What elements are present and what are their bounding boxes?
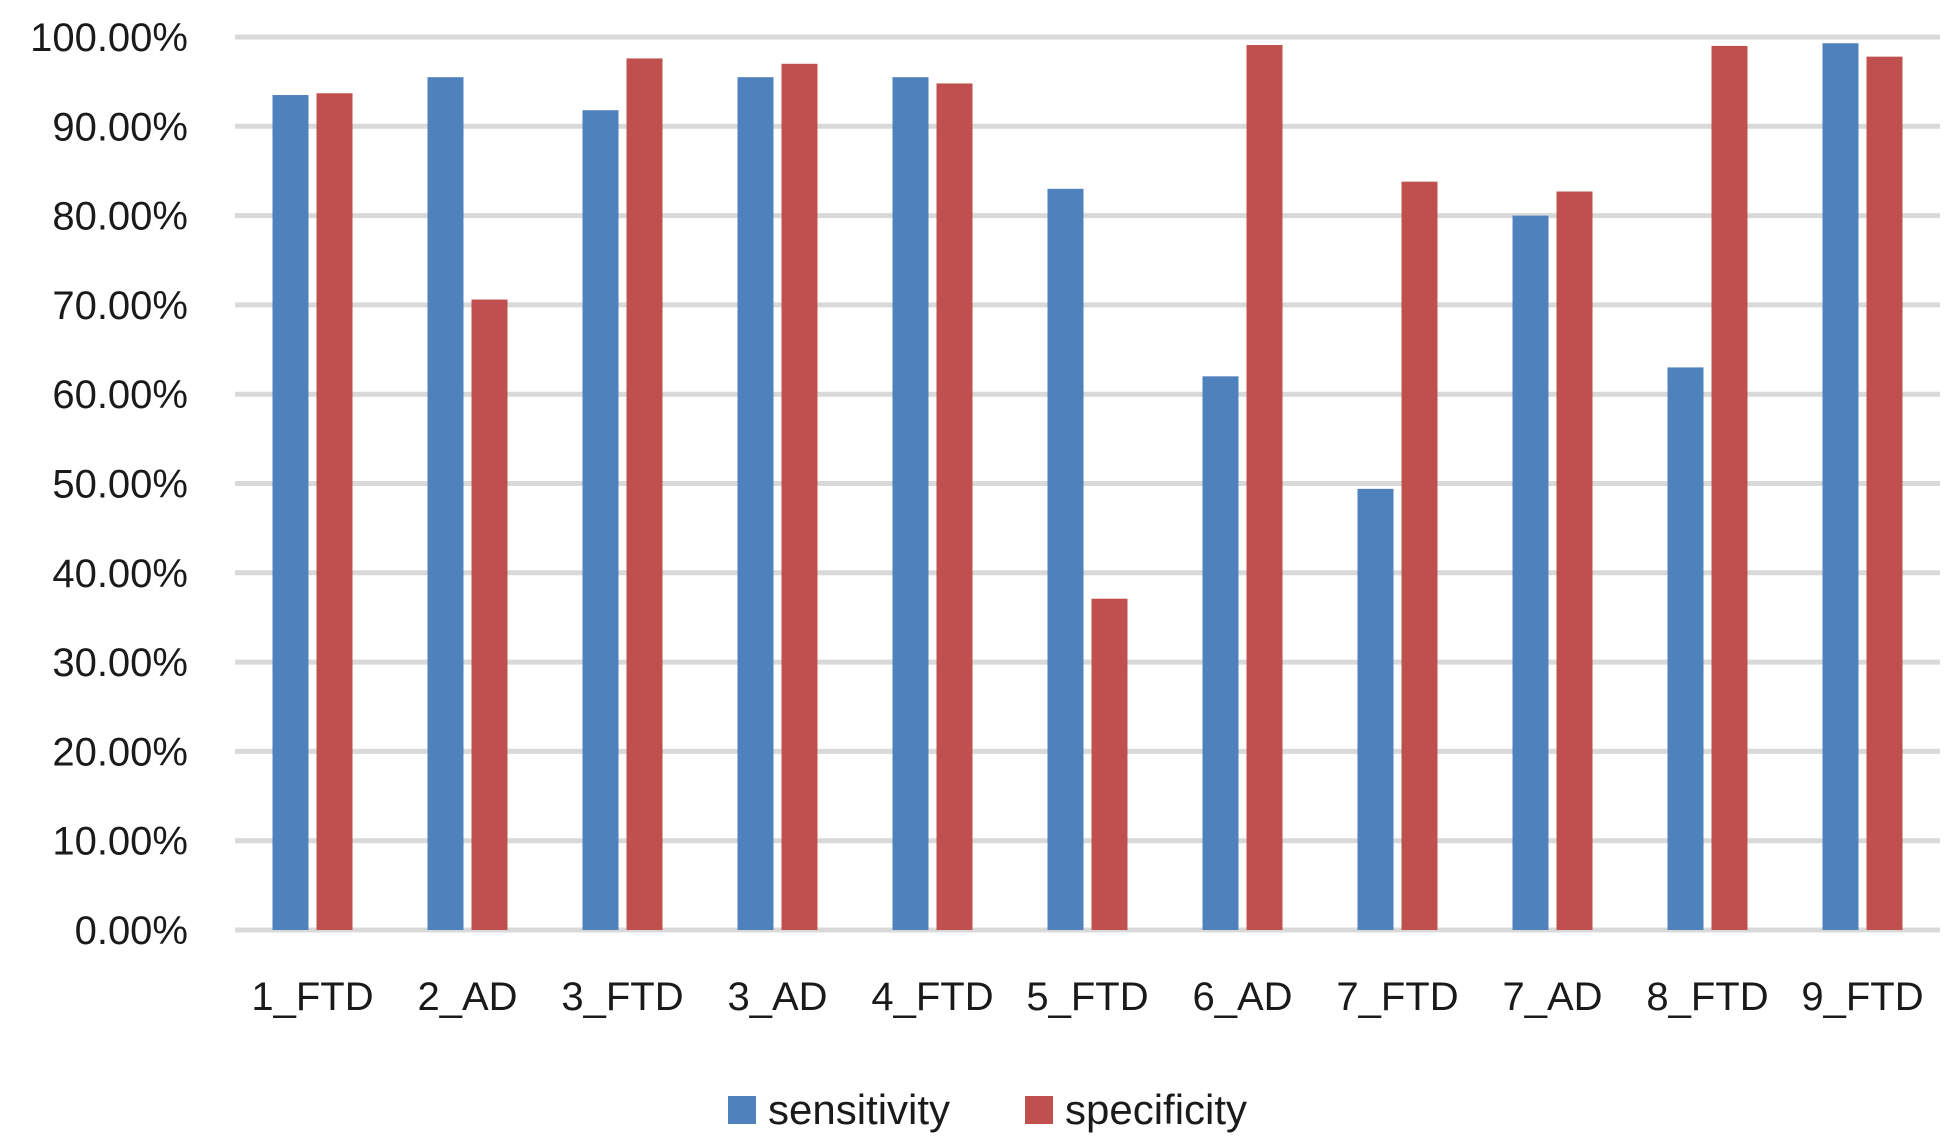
bar-specificity-9_FTD: [1866, 56, 1903, 931]
y-tick-label: 40.00%: [52, 552, 188, 596]
x-tick-label: 5_FTD: [1026, 975, 1148, 1019]
x-tick-label: 4_FTD: [871, 975, 993, 1019]
gridlines: [235, 34, 1940, 933]
legend-label-sensitivity: sensitivity: [768, 1086, 950, 1133]
bars: [272, 43, 1903, 931]
y-axis-tick-labels: 0.00% 10.00% 20.00% 30.00% 40.00% 50.00% 60.00…: [30, 16, 188, 953]
bar-sensitivity-6_AD: [1202, 376, 1239, 931]
bar-specificity-8_FTD: [1711, 45, 1748, 931]
bar-sensitivity-4_FTD: [892, 77, 929, 930]
bar-specificity-5_FTD: [1091, 598, 1128, 930]
bar-sensitivity-2_AD: [427, 77, 464, 930]
bar-specificity-7_AD: [1556, 191, 1593, 930]
bar-sensitivity-5_FTD: [1047, 188, 1084, 930]
bar-sensitivity-7_FTD: [1357, 488, 1394, 930]
legend-label-specificity: specificity: [1065, 1086, 1247, 1133]
y-tick-label: 60.00%: [52, 373, 188, 417]
legend-swatch-specificity: [1025, 1096, 1053, 1124]
x-tick-label: 3_FTD: [561, 975, 683, 1019]
x-tick-label: 8_FTD: [1646, 975, 1768, 1019]
x-tick-label: 3_AD: [727, 975, 827, 1019]
y-tick-label: 100.00%: [30, 16, 188, 60]
x-tick-label: 6_AD: [1192, 975, 1292, 1019]
y-tick-label: 90.00%: [52, 105, 188, 149]
x-axis-tick-labels: 1_FTD 2_AD 3_FTD 3_AD 4_FTD 5_FTD 6_AD 7_FTD 7_A…: [251, 975, 1923, 1019]
x-tick-label: 1_FTD: [251, 975, 373, 1019]
y-tick-label: 20.00%: [52, 730, 188, 774]
bar-sensitivity-7_AD: [1512, 215, 1549, 931]
bar-specificity-3_FTD: [626, 58, 663, 930]
y-tick-label: 80.00%: [52, 195, 188, 239]
bar-specificity-7_FTD: [1401, 181, 1438, 930]
bar-sensitivity-9_FTD: [1822, 43, 1859, 931]
bar-specificity-2_AD: [471, 299, 508, 930]
x-tick-label: 2_AD: [417, 975, 517, 1019]
x-tick-label: 7_FTD: [1336, 975, 1458, 1019]
bar-specificity-3_AD: [781, 63, 818, 931]
y-tick-label: 10.00%: [52, 820, 188, 864]
bar-sensitivity-1_FTD: [272, 95, 309, 931]
y-tick-label: 70.00%: [52, 284, 188, 328]
bar-specificity-4_FTD: [936, 83, 973, 931]
bar-sensitivity-3_FTD: [582, 110, 619, 930]
y-tick-label: 0.00%: [75, 909, 188, 953]
bar-specificity-1_FTD: [316, 93, 353, 930]
x-tick-label: 9_FTD: [1801, 975, 1923, 1019]
bar-specificity-6_AD: [1246, 45, 1283, 931]
bar-sensitivity-8_FTD: [1667, 367, 1704, 930]
legend-swatch-sensitivity: [728, 1096, 756, 1124]
x-tick-label: 7_AD: [1502, 975, 1602, 1019]
y-tick-label: 30.00%: [52, 641, 188, 685]
legend: sensitivity specificity: [728, 1086, 1247, 1133]
y-tick-label: 50.00%: [52, 463, 188, 507]
bar-sensitivity-3_AD: [737, 77, 774, 930]
